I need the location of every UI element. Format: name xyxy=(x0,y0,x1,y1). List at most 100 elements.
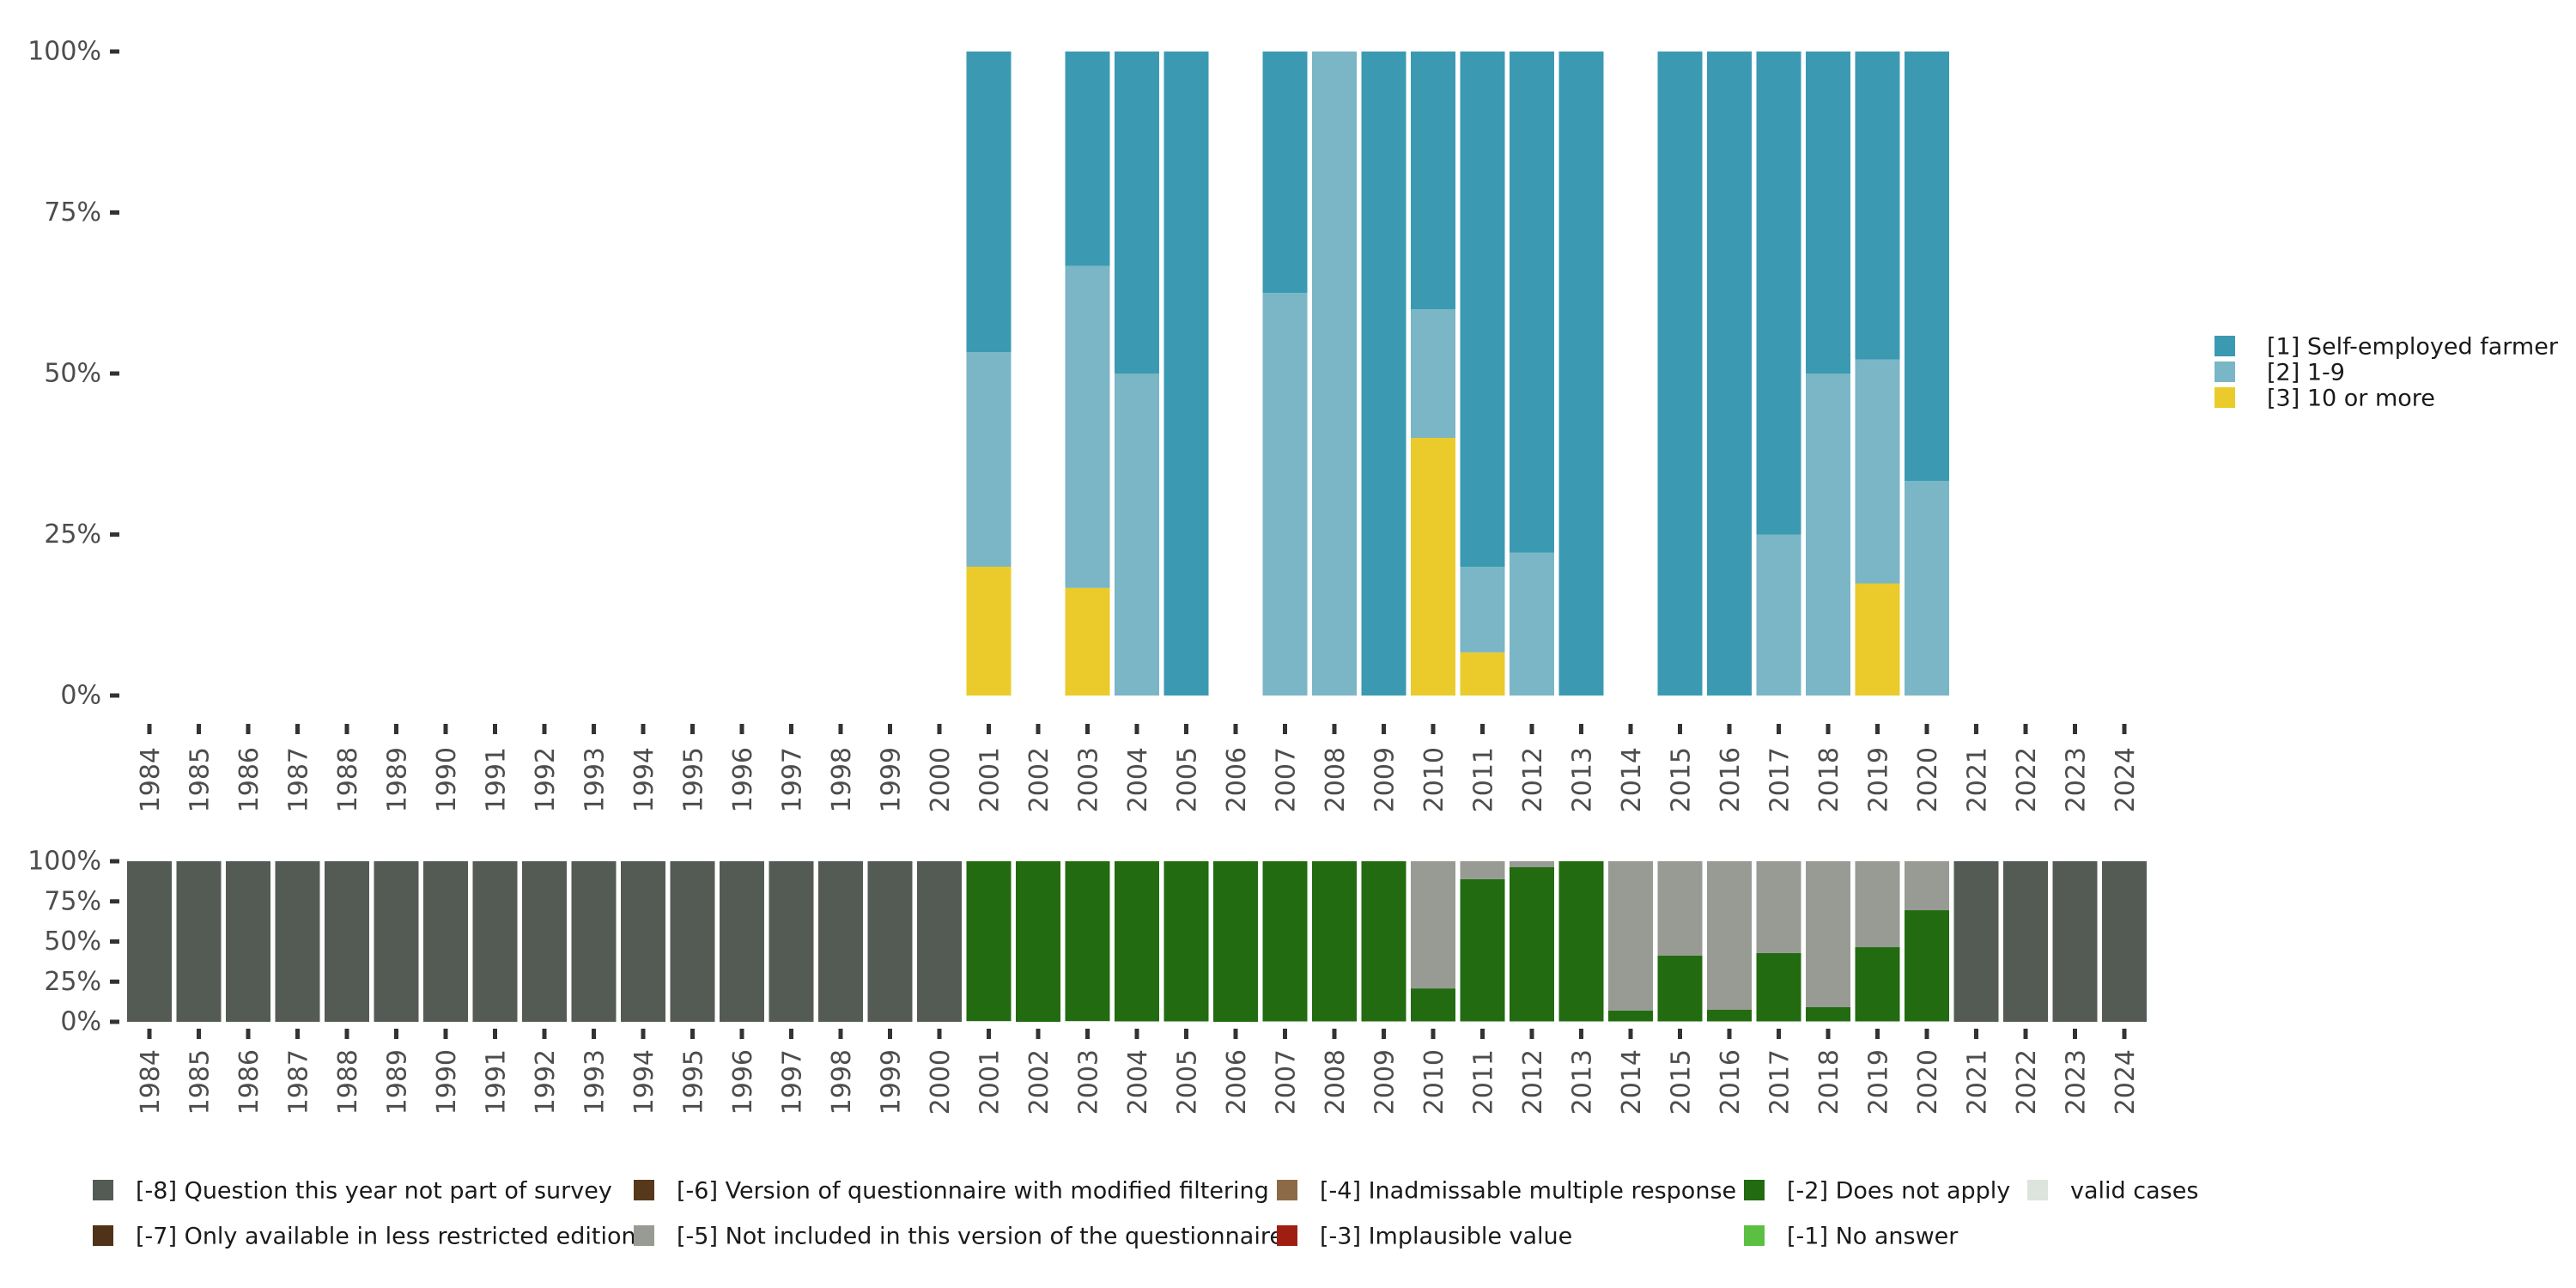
x-tick-label: 1992 xyxy=(531,747,561,812)
legend-label: [-3] Implausible value xyxy=(1320,1224,1572,1250)
x-tick-label: 1986 xyxy=(234,1049,264,1115)
bar-segment-2012-series-5 xyxy=(1510,861,1554,867)
bar-segment-2022-series-8 xyxy=(2003,861,2048,1022)
bar-segment-2017-series-2 xyxy=(1756,52,1801,535)
top-chart-panel: 0% 25% 50% 75% 100% 1984 1985 1986 1987 1988 1989 1… xyxy=(27,37,2141,813)
x-tick-label: 1988 xyxy=(333,1049,363,1115)
x-tick-label: 2009 xyxy=(1370,747,1400,812)
x-tick-label: 2012 xyxy=(1518,1049,1548,1115)
x-tick-label: 1996 xyxy=(728,747,758,812)
bar-segment-2003-series-1 xyxy=(1065,265,1110,588)
bar-segment-2010-series-0 xyxy=(1411,1021,1455,1022)
bar-segment-2019-series-5 xyxy=(1855,861,1900,948)
x-tick-label: 2008 xyxy=(1321,747,1351,812)
legend-swatch xyxy=(1744,1180,1765,1200)
x-tick-label: 2013 xyxy=(1568,1049,1598,1115)
bar-segment-1990-series-8 xyxy=(423,861,468,1022)
bar-segment-2005-series-2 xyxy=(1163,52,1209,696)
legend-swatch xyxy=(93,1180,113,1200)
bar-segment-2002-series-2 xyxy=(1016,861,1060,1022)
x-tick-label: 2011 xyxy=(1469,1049,1499,1115)
x-tick-label: 1992 xyxy=(531,1049,561,1115)
x-tick-label: 2015 xyxy=(1667,1049,1697,1115)
x-tick-label: 2020 xyxy=(1913,1049,1943,1115)
x-tick-label: 2004 xyxy=(1123,747,1153,812)
legend-swatch xyxy=(93,1225,113,1246)
bar-segment-2007-series-1 xyxy=(1262,293,1308,696)
bar-segment-1991-series-8 xyxy=(472,861,518,1022)
bar-segment-2013-series-2 xyxy=(1558,52,1604,696)
legend-swatch xyxy=(1744,1225,1765,1246)
x-tick-label: 2016 xyxy=(1716,747,1746,812)
bar-segment-2020-series-2 xyxy=(1905,52,1949,482)
x-tick-label: 2003 xyxy=(1074,747,1104,812)
bar-segment-2016-series-2 xyxy=(1707,1009,1752,1022)
bar-segment-2003-series-2 xyxy=(1065,861,1110,1022)
y-tick-label: 50% xyxy=(44,927,101,957)
x-tick-label: 1990 xyxy=(432,747,462,812)
bar-segment-2019-series-2 xyxy=(1855,947,1900,1022)
x-tick-label: 1994 xyxy=(629,747,659,812)
x-tick-label: 2021 xyxy=(1963,747,1993,812)
x-tick-label: 1989 xyxy=(383,747,413,812)
bar-segment-2014-series-2 xyxy=(1608,1010,1653,1022)
bar-segment-2023-series-8 xyxy=(2052,861,2098,1022)
x-tick-label: 2019 xyxy=(1864,747,1894,812)
x-tick-label: 1990 xyxy=(432,1049,462,1115)
x-tick-label: 2015 xyxy=(1667,747,1697,812)
x-tick-label: 2002 xyxy=(1024,747,1054,812)
y-tick-label: 25% xyxy=(44,967,101,997)
x-tick-label: 1988 xyxy=(333,747,363,812)
legend-label: [-1] No answer xyxy=(1787,1224,1959,1250)
bar-segment-1985-series-8 xyxy=(176,861,222,1022)
bar-segment-2010-series-0 xyxy=(1411,438,1455,696)
bar-segment-2001-series-2 xyxy=(966,52,1012,353)
x-tick-label: 1986 xyxy=(234,747,264,812)
bar-segment-2005-series-0 xyxy=(1163,1021,1209,1022)
bottom-legend: [-8] Question this year not part of surv… xyxy=(93,1178,2198,1250)
x-tick-label: 2022 xyxy=(2012,747,2042,812)
bar-segment-1999-series-8 xyxy=(867,861,913,1022)
x-tick-label: 2009 xyxy=(1370,1049,1400,1115)
bar-segment-2012-series-2 xyxy=(1510,866,1554,1022)
x-tick-label: 2006 xyxy=(1222,1049,1252,1115)
legend-label: [-7] Only available in less restricted e… xyxy=(136,1224,636,1250)
bar-segment-2010-series-1 xyxy=(1411,309,1455,438)
x-tick-label: 1996 xyxy=(728,1049,758,1115)
bar-segment-2005-series-2 xyxy=(1163,861,1209,1022)
bar-segment-2011-series-1 xyxy=(1460,567,1505,653)
x-tick-label: 2005 xyxy=(1173,747,1203,812)
bar-segment-2018-series-0 xyxy=(1806,1021,1850,1022)
bar-segment-2020-series-5 xyxy=(1905,861,1949,911)
legend-swatch xyxy=(2027,1180,2048,1200)
y-tick-label: 100% xyxy=(27,37,101,67)
x-tick-label: 1984 xyxy=(136,1049,166,1115)
x-tick-label: 2001 xyxy=(975,747,1005,812)
y-tick-label: 0% xyxy=(60,1007,101,1037)
x-tick-label: 1993 xyxy=(580,1049,611,1115)
bar-segment-2010-series-2 xyxy=(1411,52,1455,309)
bar-segment-1989-series-8 xyxy=(374,861,419,1022)
x-tick-label: 1987 xyxy=(284,1049,314,1115)
bar-segment-2017-series-1 xyxy=(1756,534,1801,696)
legend-swatch xyxy=(634,1225,654,1246)
x-tick-label: 1991 xyxy=(482,1049,512,1115)
x-tick-label: 1985 xyxy=(185,747,216,812)
bar-segment-1995-series-8 xyxy=(670,861,715,1022)
bar-segment-2008-series-1 xyxy=(1312,52,1357,696)
bar-segment-2018-series-2 xyxy=(1806,1006,1850,1022)
x-tick-label: 1985 xyxy=(185,1049,216,1115)
x-tick-label: 2017 xyxy=(1765,1049,1795,1115)
bar-segment-2014-series-5 xyxy=(1608,861,1653,1011)
x-tick-label: 2002 xyxy=(1024,1049,1054,1115)
bottom-chart-panel: 0% 25% 50% 75% 100% 1984 1985 1986 1987 1988 1989 1… xyxy=(27,847,2147,1115)
x-tick-label: 2020 xyxy=(1913,747,1943,812)
x-tick-label: 2007 xyxy=(1272,1049,1302,1115)
bar-segment-2008-series-2 xyxy=(1312,861,1357,1022)
x-tick-label: 1997 xyxy=(778,747,808,812)
bar-segment-2003-series-2 xyxy=(1065,52,1110,266)
x-tick-label: 2007 xyxy=(1272,747,1302,812)
x-tick-label: 1993 xyxy=(580,747,611,812)
legend-label: [1] Self-employed farmer xyxy=(2267,334,2559,361)
legend-swatch xyxy=(1277,1225,1297,1246)
